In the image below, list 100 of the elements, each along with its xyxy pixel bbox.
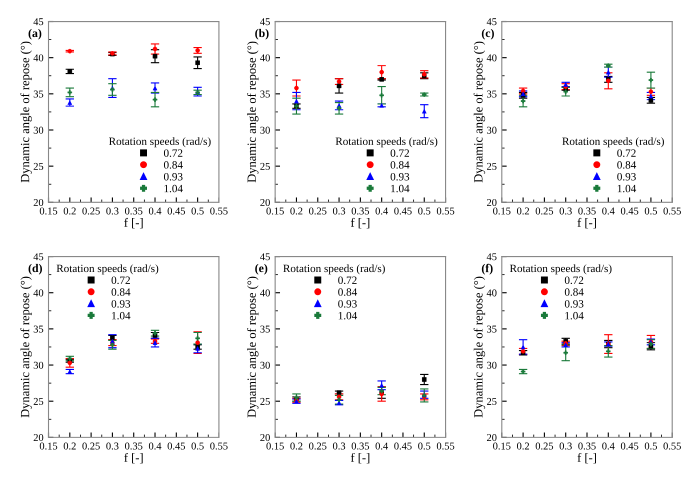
x-tick-label: 0.4: [376, 207, 388, 215]
y-tick-label: 45: [33, 253, 44, 260]
legend-label: 0.72: [390, 149, 410, 157]
legend-label: 0.72: [564, 276, 584, 284]
legend-label: 1.04: [164, 184, 183, 192]
y-axis-title: Dynamic angle of repose (°): [20, 42, 32, 182]
y-tick-label: 30: [260, 126, 270, 134]
y-tick-label: 40: [33, 54, 44, 62]
x-tick-label: 0.3: [560, 442, 572, 450]
y-tick-label: 20: [260, 434, 270, 442]
x-tick-label: 0.25: [82, 207, 100, 215]
y-tick-label: 35: [260, 90, 270, 98]
legend-label: 0.93: [564, 300, 584, 308]
x-tick-label: 0.4: [602, 207, 615, 215]
x-tick-label: 0.35: [352, 442, 370, 450]
legend-label: 1.04: [618, 184, 636, 192]
legend-label: 0.93: [164, 172, 183, 181]
legend-title: Rotation speeds (rad/s): [283, 264, 385, 274]
legend-title: Rotation speeds (rad/s): [336, 137, 438, 148]
y-tick-label: 40: [486, 54, 497, 62]
x-tick-label: 0.55: [436, 442, 454, 450]
x-tick-label: 0.35: [578, 442, 596, 450]
x-tick-label: 0.4: [148, 442, 162, 450]
legend-title: Rotation speeds (rad/s): [109, 137, 211, 148]
legend-label: 0.93: [390, 172, 410, 181]
y-tick-label: 40: [486, 289, 497, 296]
y-tick-label: 25: [34, 398, 44, 405]
x-tick-label: 0.5: [644, 442, 658, 450]
x-tick-label: 0.2: [290, 207, 302, 215]
x-tick-label: 0.5: [192, 207, 204, 215]
x-tick-label: 0.45: [620, 207, 638, 215]
x-tick-label: 0.55: [210, 442, 228, 450]
x-tick-label: 0.4: [376, 442, 388, 450]
x-tick-label: 0.45: [168, 207, 186, 215]
y-tick-label: 40: [260, 289, 270, 296]
x-axis-title: f [-]: [124, 452, 143, 464]
y-axis-title: Dynamic angle of repose (°): [246, 42, 258, 182]
x-tick-label: 0.55: [663, 207, 681, 215]
y-tick-label: 25: [260, 162, 270, 170]
y-tick-label: 35: [34, 326, 44, 333]
y-tick-label: 35: [260, 326, 270, 333]
text: (c): [482, 28, 494, 40]
x-axis-title: f [-]: [578, 218, 596, 228]
y-tick-label: 45: [260, 253, 270, 260]
y-axis-title: Dynamic angle of repose (°): [474, 42, 486, 182]
legend-label: 1.04: [391, 184, 410, 192]
y-tick-label: 40: [260, 54, 270, 62]
y-tick-label: 45: [486, 18, 497, 26]
legend-label: 0.84: [617, 161, 636, 169]
x-tick-label: 0.25: [309, 442, 326, 450]
y-tick-label: 20: [34, 199, 44, 206]
x-tick-label: 0.25: [536, 207, 554, 215]
x-tick-label: 0.15: [266, 442, 284, 450]
y-tick-label: 25: [486, 398, 497, 405]
y-tick-label: 30: [487, 126, 497, 134]
text: (d): [28, 264, 42, 275]
x-tick-label: 0.3: [560, 207, 572, 215]
y-tick-label: 30: [487, 362, 497, 369]
legend-label: 0.84: [564, 288, 584, 296]
y-tick-label: 40: [33, 289, 44, 296]
y-tick-label: 35: [487, 90, 497, 98]
x-tick-label: 0.2: [64, 442, 76, 450]
x-tick-label: 0.3: [106, 207, 119, 215]
y-tick-label: 25: [34, 162, 44, 170]
x-tick-label: 0.2: [516, 207, 530, 215]
legend-label: 0.84: [338, 288, 358, 296]
x-tick-label: 0.25: [82, 442, 100, 450]
y-tick-label: 45: [260, 18, 270, 26]
x-tick-label: 0.25: [309, 207, 326, 215]
x-axis-title: f [-]: [350, 218, 370, 228]
y-tick-label: 20: [486, 434, 497, 442]
x-tick-label: 0.15: [266, 207, 284, 215]
x-tick-label: 0.45: [394, 207, 412, 215]
y-axis-title: Dynamic angle of repose (°): [20, 276, 32, 418]
y-tick-label: 20: [34, 434, 44, 442]
legend-label: 0.84: [390, 161, 410, 169]
legend-label: 0.93: [112, 300, 130, 308]
y-tick-label: 35: [34, 90, 44, 98]
y-tick-label: 35: [487, 326, 497, 333]
x-tick-label: 0.15: [40, 207, 58, 215]
y-tick-label: 30: [260, 362, 270, 369]
y-tick-label: 45: [486, 253, 497, 260]
x-tick-label: 0.15: [493, 442, 511, 450]
x-tick-label: 0.2: [64, 207, 76, 215]
legend-title: Rotation speeds (rad/s): [510, 264, 612, 274]
text: (b): [255, 28, 269, 40]
y-tick-label: 25: [260, 398, 270, 405]
x-tick-label: 0.55: [663, 442, 681, 450]
y-tick-label: 30: [34, 362, 44, 369]
x-tick-label: 0.55: [210, 207, 228, 215]
x-tick-label: 0.35: [124, 207, 142, 215]
x-axis-title: f [-]: [350, 452, 370, 464]
x-tick-label: 0.45: [620, 442, 638, 450]
x-tick-label: 0.15: [493, 207, 511, 215]
y-tick-label: 30: [34, 126, 44, 134]
text: (f): [482, 264, 493, 275]
legend-label: 0.72: [617, 149, 636, 157]
x-tick-label: 0.55: [436, 207, 454, 215]
x-tick-label: 0.5: [418, 207, 430, 215]
x-tick-label: 0.25: [536, 442, 554, 450]
